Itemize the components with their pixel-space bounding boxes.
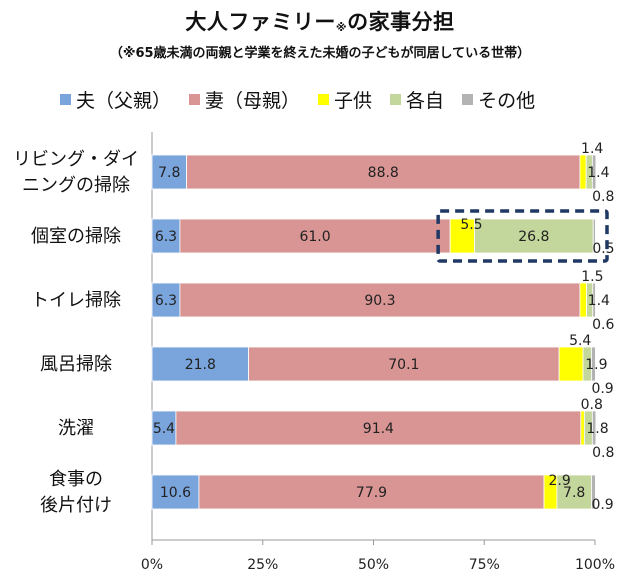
legend-item-father: 夫（父親）	[60, 86, 171, 113]
bar-segment	[591, 154, 597, 190]
bar-segment	[591, 410, 597, 446]
legend-label-mother: 妻（母親）	[205, 90, 301, 112]
legend-swatch-child	[318, 94, 330, 105]
category-label: 個室の掃除	[31, 226, 121, 247]
category-label: ニングの掃除	[22, 175, 130, 196]
legend-item-mother: 妻（母親）	[189, 86, 300, 113]
data-label: 21.8	[185, 357, 216, 373]
data-label: 1.8	[586, 421, 608, 437]
legend-label-other: その他	[478, 90, 536, 112]
bar-segment	[558, 346, 584, 382]
category-label: 後片付け	[40, 495, 112, 516]
data-label: 26.8	[518, 229, 549, 245]
bar-segment	[579, 154, 587, 190]
data-label: 90.3	[364, 293, 395, 309]
bar-segment	[151, 474, 200, 510]
data-label: 0.8	[592, 189, 614, 205]
legend-swatch-mother	[189, 94, 201, 105]
data-label: 2.9	[548, 473, 570, 489]
legend-item-child: 子供	[318, 86, 372, 113]
data-label: 0.9	[591, 497, 613, 513]
bar-segment	[248, 346, 560, 382]
category-label: 洗濯	[58, 418, 94, 439]
data-label: 6.3	[155, 229, 177, 245]
x-tick-label: 0%	[141, 557, 163, 573]
data-label: 61.0	[299, 229, 330, 245]
legend-item-each: 各自	[390, 86, 444, 113]
bar-segment	[151, 218, 181, 254]
data-label: 1.4	[588, 293, 610, 309]
data-label: 5.4	[569, 333, 591, 349]
data-label: 1.4	[587, 165, 609, 181]
legend-swatch-other	[462, 94, 474, 105]
x-tick-label: 100%	[575, 557, 615, 573]
bar-segment	[474, 218, 594, 254]
data-label: 88.8	[368, 165, 399, 181]
bar-segment	[556, 474, 592, 510]
chart-title: 大人ファミリー※の家事分担	[185, 10, 455, 34]
data-label: 1.9	[585, 357, 607, 373]
bar-segment	[198, 474, 545, 510]
data-label: 0.6	[592, 317, 614, 333]
bar-segment	[151, 282, 181, 318]
legend-item-other: その他	[462, 86, 535, 113]
bar-segment	[151, 154, 187, 190]
data-label: 91.4	[363, 421, 394, 437]
category-label: 食事の	[49, 469, 103, 490]
bar-segment	[592, 282, 596, 318]
data-label: 0.5	[592, 241, 614, 257]
chart-subtitle: （※65歳未満の両親と学業を終えた未婚の子どもが同居している世帯）	[109, 46, 531, 61]
bar-segment	[186, 154, 581, 190]
category-label: トイレ掃除	[31, 290, 121, 311]
data-label: 7.8	[563, 485, 585, 501]
data-label: 0.8	[592, 445, 614, 461]
data-label: 77.9	[356, 485, 387, 501]
legend-label-father: 夫（父親）	[76, 90, 172, 112]
legend-label-each: 各自	[406, 90, 445, 112]
data-label: 10.6	[160, 485, 191, 501]
x-tick-label: 50%	[358, 557, 389, 573]
data-label: 7.8	[158, 165, 180, 181]
data-label: 6.3	[155, 293, 177, 309]
data-label: 1.5	[581, 269, 603, 285]
bar-segment	[579, 282, 587, 318]
data-label: 1.4	[581, 141, 603, 157]
data-label: 0.8	[581, 397, 603, 413]
bar-segment	[580, 410, 585, 446]
bar-segment	[591, 474, 596, 510]
category-label: リビング・ダイ	[13, 149, 139, 170]
bar-segment	[591, 346, 596, 382]
data-label: 0.9	[591, 381, 613, 397]
category-label: 風呂掃除	[40, 354, 112, 375]
x-tick-label: 25%	[247, 557, 278, 573]
bar-segment	[449, 218, 475, 254]
legend-label-child: 子供	[334, 90, 373, 112]
data-label: 70.1	[388, 357, 419, 373]
data-label: 5.5	[460, 217, 482, 233]
bar-segment	[592, 218, 596, 254]
bar-segment	[175, 410, 582, 446]
data-label: 5.4	[153, 421, 175, 437]
legend-swatch-each	[390, 94, 402, 105]
legend-swatch-father	[60, 94, 71, 105]
x-tick-label: 75%	[469, 557, 500, 573]
bar-segment	[151, 346, 249, 382]
highlight-box	[436, 209, 609, 263]
legend: 夫（父親） 妻（母親） 子供 各自 その他	[60, 86, 620, 113]
bar-segment	[179, 282, 581, 318]
